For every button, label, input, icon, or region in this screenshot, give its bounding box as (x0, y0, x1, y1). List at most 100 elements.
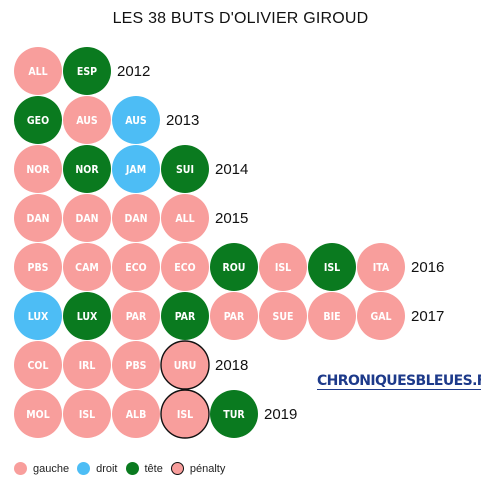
year-label-2013: 2013 (166, 112, 199, 129)
goal-circle-2016-8 (357, 243, 405, 291)
goal-circle-2018-2 (63, 341, 111, 389)
goal-label-2017-1: LUX (28, 311, 49, 323)
goal-label-2012-1: ALL (28, 66, 47, 78)
goal-circle-2019-5 (210, 390, 258, 438)
goal-circle-2013-1 (14, 96, 62, 144)
goal-circle-2017-5 (210, 292, 258, 340)
goal-circle-2017-4 (161, 292, 209, 340)
goal-circle-2014-3 (112, 145, 160, 193)
goal-label-2018-3: PBS (126, 360, 147, 372)
goal-circle-2016-2 (63, 243, 111, 291)
goal-label-2015-2: DAN (75, 213, 98, 225)
goal-circle-2019-2 (63, 390, 111, 438)
goal-label-2015-3: DAN (124, 213, 147, 225)
goal-label-2016-1: PBS (28, 262, 49, 274)
goal-circle-2018-1 (14, 341, 62, 389)
goal-circle-2015-4 (161, 194, 209, 242)
goal-label-2016-2: CAM (75, 262, 99, 274)
goal-label-2016-3: ECO (125, 262, 146, 274)
goal-label-2014-4: SUI (176, 164, 194, 176)
goal-label-2018-4: URU (174, 360, 197, 372)
year-label-2018: 2018 (215, 357, 248, 374)
legend-swatch-droit (77, 462, 91, 475)
goal-label-2017-3: PAR (126, 311, 147, 323)
legend-label-penalty: pénalty (189, 462, 226, 475)
goals-chart: ALL ESP 2012 GEO AUS AUS 2013 NOR NOR JAM SUI 2014 D… (14, 47, 444, 439)
goal-circle-2012-1 (14, 47, 62, 95)
year-label-2012: 2012 (117, 63, 150, 80)
goal-label-2012-2: ESP (77, 66, 97, 78)
goal-label-2014-3: JAM (125, 164, 146, 176)
goal-circle-2017-8 (357, 292, 405, 340)
goal-circle-2016-3 (112, 243, 160, 291)
goal-label-2016-8: ITA (373, 262, 390, 274)
legend-swatch-tete (125, 462, 139, 475)
goal-label-2018-2: IRL (79, 360, 96, 372)
goal-label-2014-1: NOR (26, 164, 50, 176)
goal-label-2015-1: DAN (26, 213, 49, 225)
legend-label-tete: tête (144, 462, 163, 475)
goal-label-2017-2: LUX (77, 311, 98, 323)
goal-circle-2015-2 (63, 194, 111, 242)
chart-title: LES 38 BUTS D'OLIVIER GIROUD (112, 10, 369, 27)
goal-circle-2017-1 (14, 292, 62, 340)
legend-label-droit: droit (96, 462, 118, 475)
goal-circle-2013-3 (112, 96, 160, 144)
goal-circle-2014-4 (161, 145, 209, 193)
goal-label-2019-2: ISL (79, 409, 95, 421)
goal-circle-2015-3 (112, 194, 160, 242)
goal-circle-2019-1 (14, 390, 62, 438)
legend: gauche droit tête pénalty (14, 462, 233, 475)
year-label-2014: 2014 (215, 161, 248, 178)
goal-label-2017-4: PAR (175, 311, 196, 323)
goal-label-2019-1: MOL (26, 409, 49, 421)
goal-circle-2019-3 (112, 390, 160, 438)
goal-circle-2015-1 (14, 194, 62, 242)
goal-label-2014-2: NOR (75, 164, 99, 176)
goal-circle-2014-2 (63, 145, 111, 193)
goal-label-2017-6: SUE (273, 311, 294, 323)
legend-item-penalty: pénalty (170, 462, 226, 475)
goal-circle-2013-2 (63, 96, 111, 144)
goal-circle-2018-3 (112, 341, 160, 389)
legend-label-gauche: gauche (33, 462, 70, 475)
legend-swatch-penalty (170, 462, 184, 475)
goal-circle-2019-4 (160, 389, 210, 439)
legend-item-tete: tête (125, 462, 163, 475)
goal-circle-2017-3 (112, 292, 160, 340)
legend-item-droit: droit (77, 462, 118, 475)
year-label-2016: 2016 (411, 259, 444, 276)
goal-circle-2016-1 (14, 243, 62, 291)
goal-circle-2016-6 (259, 243, 307, 291)
goal-label-2016-4: ECO (174, 262, 195, 274)
goal-circle-2016-5 (210, 243, 258, 291)
goal-circle-2014-1 (14, 145, 62, 193)
brand-logo: CHRONIQUESBLEUES.FR (317, 374, 481, 390)
goal-circle-2018-4 (160, 340, 210, 390)
goal-label-2016-6: ISL (275, 262, 291, 274)
legend-swatch-gauche (14, 462, 27, 475)
goal-label-2017-5: PAR (224, 311, 245, 323)
goal-circle-2016-4 (161, 243, 209, 291)
goal-circle-2017-2 (63, 292, 111, 340)
goal-circle-2016-7 (308, 243, 356, 291)
goal-label-2013-2: AUS (76, 115, 98, 127)
year-label-2017: 2017 (411, 308, 444, 325)
goal-label-2013-1: GEO (27, 115, 49, 127)
goal-label-2019-4: ISL (177, 409, 193, 421)
goal-circle-2017-7 (308, 292, 356, 340)
goal-label-2015-4: ALL (175, 213, 194, 225)
goal-label-2019-5: TUR (223, 409, 245, 421)
goal-label-2019-3: ALB (126, 409, 147, 421)
goal-label-2017-8: GAL (370, 311, 391, 323)
goal-label-2016-5: ROU (223, 262, 246, 274)
goal-circle-2012-2 (63, 47, 111, 95)
legend-item-gauche: gauche (14, 462, 69, 475)
goal-circle-2017-6 (259, 292, 307, 340)
goal-label-2018-1: COL (28, 360, 49, 372)
goal-label-2013-3: AUS (125, 115, 147, 127)
year-label-2019: 2019 (264, 406, 297, 423)
year-label-2015: 2015 (215, 210, 248, 227)
goal-label-2017-7: BIE (323, 311, 340, 323)
goal-label-2016-7: ISL (324, 262, 340, 274)
